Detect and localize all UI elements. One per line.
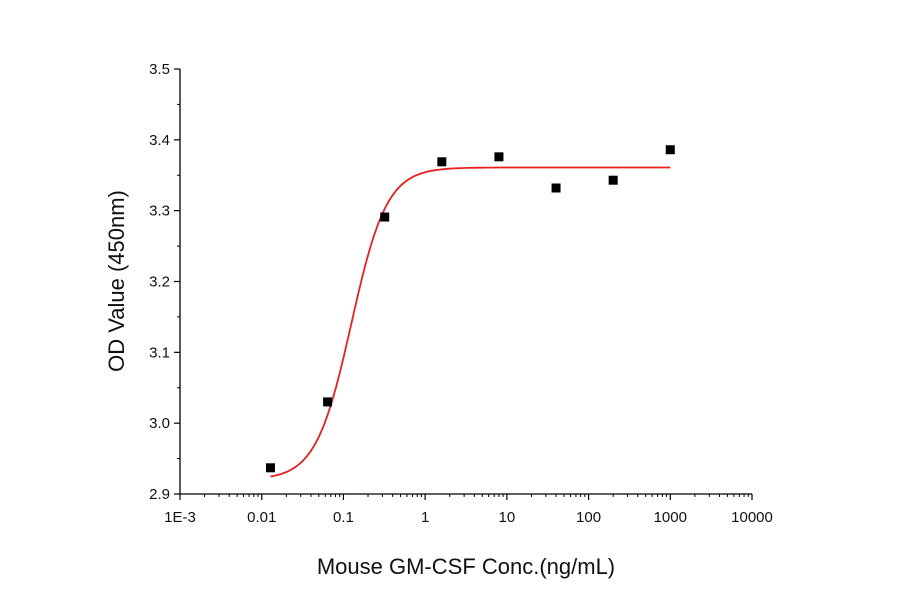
y-axis-title: OD Value (450nm): [104, 190, 129, 372]
x-tick-label: 1E-3: [164, 509, 196, 526]
x-axis-title: Mouse GM-CSF Conc.(ng/mL): [317, 554, 615, 579]
fit-curve: [270, 166, 671, 478]
y-tick-label: 3.5: [149, 61, 170, 78]
y-tick-label: 3.3: [149, 203, 170, 220]
y-tick-label: 3.1: [149, 344, 170, 361]
data-point: [494, 152, 504, 162]
data-point: [437, 157, 447, 167]
x-tick-label: 10: [499, 509, 516, 526]
y-tick-label: 3.0: [149, 415, 170, 432]
y-tick-label: 3.4: [149, 132, 170, 149]
data-point: [323, 397, 333, 407]
x-tick-label: 10000: [731, 509, 773, 526]
data-point: [265, 463, 275, 473]
x-tick-label: 1000: [654, 509, 687, 526]
x-tick-label: 100: [576, 509, 601, 526]
data-point: [665, 145, 675, 155]
axes: 1E-3 0.01 0.1 1 10 100 1000 10000 2.9 3.0 3.1 3.2 3.…: [149, 61, 773, 526]
y-tick-label: 3.2: [149, 274, 170, 291]
x-tick-label: 1: [421, 509, 429, 526]
data-point: [551, 183, 561, 193]
y-tick-label: 2.9: [149, 486, 170, 503]
data-point: [608, 175, 618, 185]
x-tick-label: 0.1: [333, 509, 354, 526]
x-tick-label: 0.01: [247, 509, 276, 526]
marks: [265, 145, 675, 478]
data-point: [380, 212, 390, 222]
